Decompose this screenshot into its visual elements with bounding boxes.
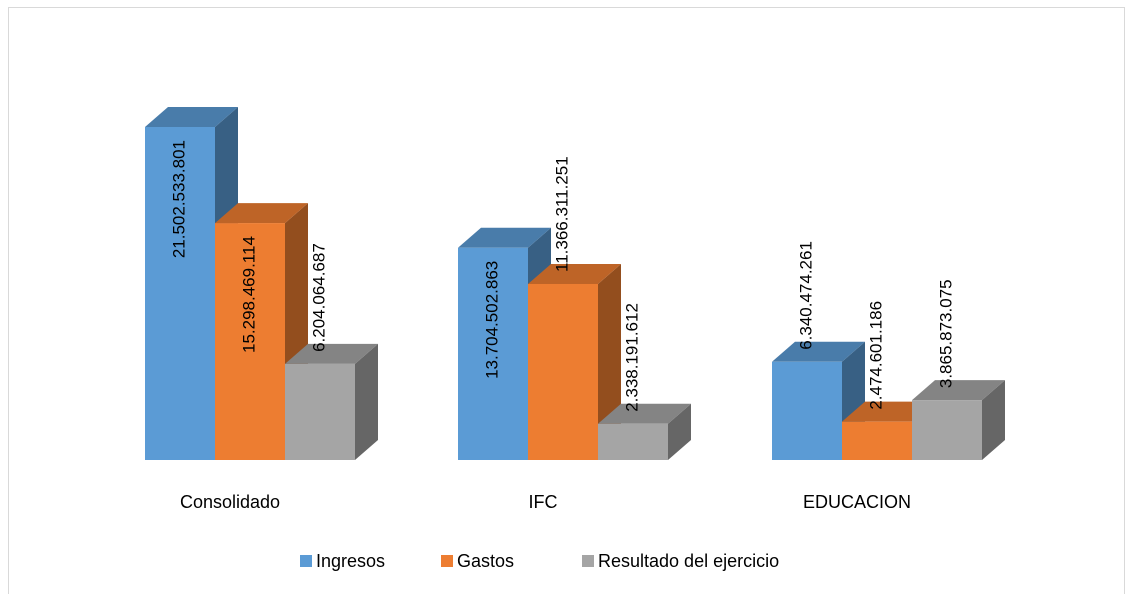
data-label: 13.704.502.863	[482, 261, 501, 379]
bar-top	[528, 263, 621, 284]
bar	[145, 127, 215, 460]
bar-side	[982, 380, 1005, 460]
bar	[772, 361, 842, 460]
bar-top	[145, 107, 238, 127]
legend-label: Gastos	[457, 551, 514, 571]
bar-top	[912, 380, 1005, 401]
bar	[458, 247, 528, 460]
bar	[285, 363, 355, 460]
data-label: 2.474.601.186	[866, 301, 885, 410]
bar	[598, 423, 668, 460]
data-label: 6.204.064.687	[309, 243, 328, 352]
bar	[842, 421, 912, 460]
bar-top	[842, 401, 935, 422]
x-tick-label: IFC	[529, 492, 558, 512]
legend-swatch	[300, 555, 312, 567]
legend-label: Ingresos	[316, 551, 385, 571]
bar	[912, 400, 982, 460]
bar-top	[215, 203, 308, 224]
bar	[215, 223, 285, 460]
x-tick-label: EDUCACION	[803, 492, 911, 512]
bar	[528, 283, 598, 460]
bar-side	[668, 403, 691, 460]
bar-top	[772, 341, 865, 362]
bar-top	[285, 343, 378, 364]
data-label: 3.865.873.075	[936, 279, 955, 388]
data-label: 11.366.311.251	[552, 156, 571, 272]
bar-side	[355, 343, 378, 460]
legend-swatch	[441, 555, 453, 567]
bar-top	[458, 227, 551, 248]
bar-top	[598, 403, 691, 424]
x-tick-label: Consolidado	[180, 492, 280, 512]
chart-frame	[8, 7, 1125, 594]
data-label: 6.340.474.261	[796, 241, 815, 350]
data-label: 21.502.533.801	[169, 140, 188, 258]
legend-label: Resultado del ejercicio	[598, 551, 779, 571]
data-label: 2.338.191.612	[622, 303, 641, 412]
legend-swatch	[582, 555, 594, 567]
data-label: 15.298.469.114	[239, 236, 258, 353]
